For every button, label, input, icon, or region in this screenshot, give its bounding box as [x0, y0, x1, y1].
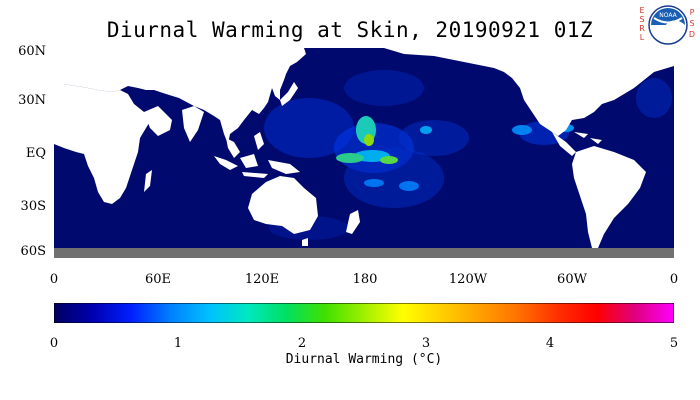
lat-tick-eq: EQ: [25, 146, 46, 161]
lon-tick-60w: 60W: [557, 272, 587, 287]
psd-letter: P: [689, 8, 695, 17]
noaa-logo-text: NOAA: [659, 12, 677, 19]
psd-letter: D: [688, 30, 696, 39]
lat-tick-60s: 60S: [20, 244, 46, 259]
lon-tick-120e: 120E: [244, 272, 280, 287]
colorbar-label: Diurnal Warming (°C): [285, 352, 443, 367]
lon-tick-60e: 60E: [144, 272, 172, 287]
lat-tick-30s: 30S: [20, 199, 46, 214]
colorbar-tick: 5: [669, 336, 679, 351]
lat-tick-60n: 60N: [18, 44, 46, 59]
esrl-letter: E: [639, 6, 645, 15]
map-title: Diurnal Warming at Skin, 20190921 01Z: [106, 18, 594, 42]
diurnal-warming-map: [54, 48, 674, 258]
colorbar: [54, 303, 674, 323]
psd-letter: S: [689, 19, 695, 28]
colorbar-tick: 1: [173, 336, 183, 351]
land: [54, 48, 674, 258]
colorbar-tick: 4: [545, 336, 555, 351]
lon-tick-180: 180: [352, 272, 378, 287]
noaa-logo: E S R L NOAA P S D: [636, 2, 696, 46]
esrl-letter: L: [639, 33, 645, 42]
lon-tick-0: 0: [49, 272, 59, 287]
colorbar-tick: 3: [421, 336, 431, 351]
esrl-letter: R: [639, 24, 645, 33]
lon-tick-120w: 120W: [448, 272, 488, 287]
colorbar-tick: 2: [297, 336, 307, 351]
esrl-letter: S: [639, 15, 645, 24]
colorbar-scale: [54, 303, 674, 323]
colorbar-tick: 0: [49, 336, 59, 351]
lon-tick-0-east: 0: [669, 272, 679, 287]
noaa-emblem-icon: NOAA: [648, 5, 688, 45]
warming-patches: [264, 70, 672, 240]
lat-tick-30n: 30N: [18, 93, 46, 108]
